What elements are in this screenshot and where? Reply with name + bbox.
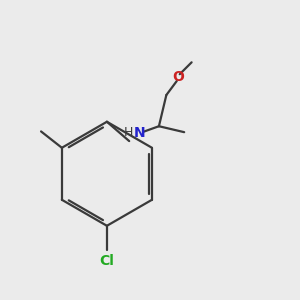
Text: O: O	[172, 70, 184, 84]
Text: N: N	[134, 126, 146, 140]
Text: Cl: Cl	[100, 254, 114, 268]
Text: H: H	[124, 126, 133, 139]
